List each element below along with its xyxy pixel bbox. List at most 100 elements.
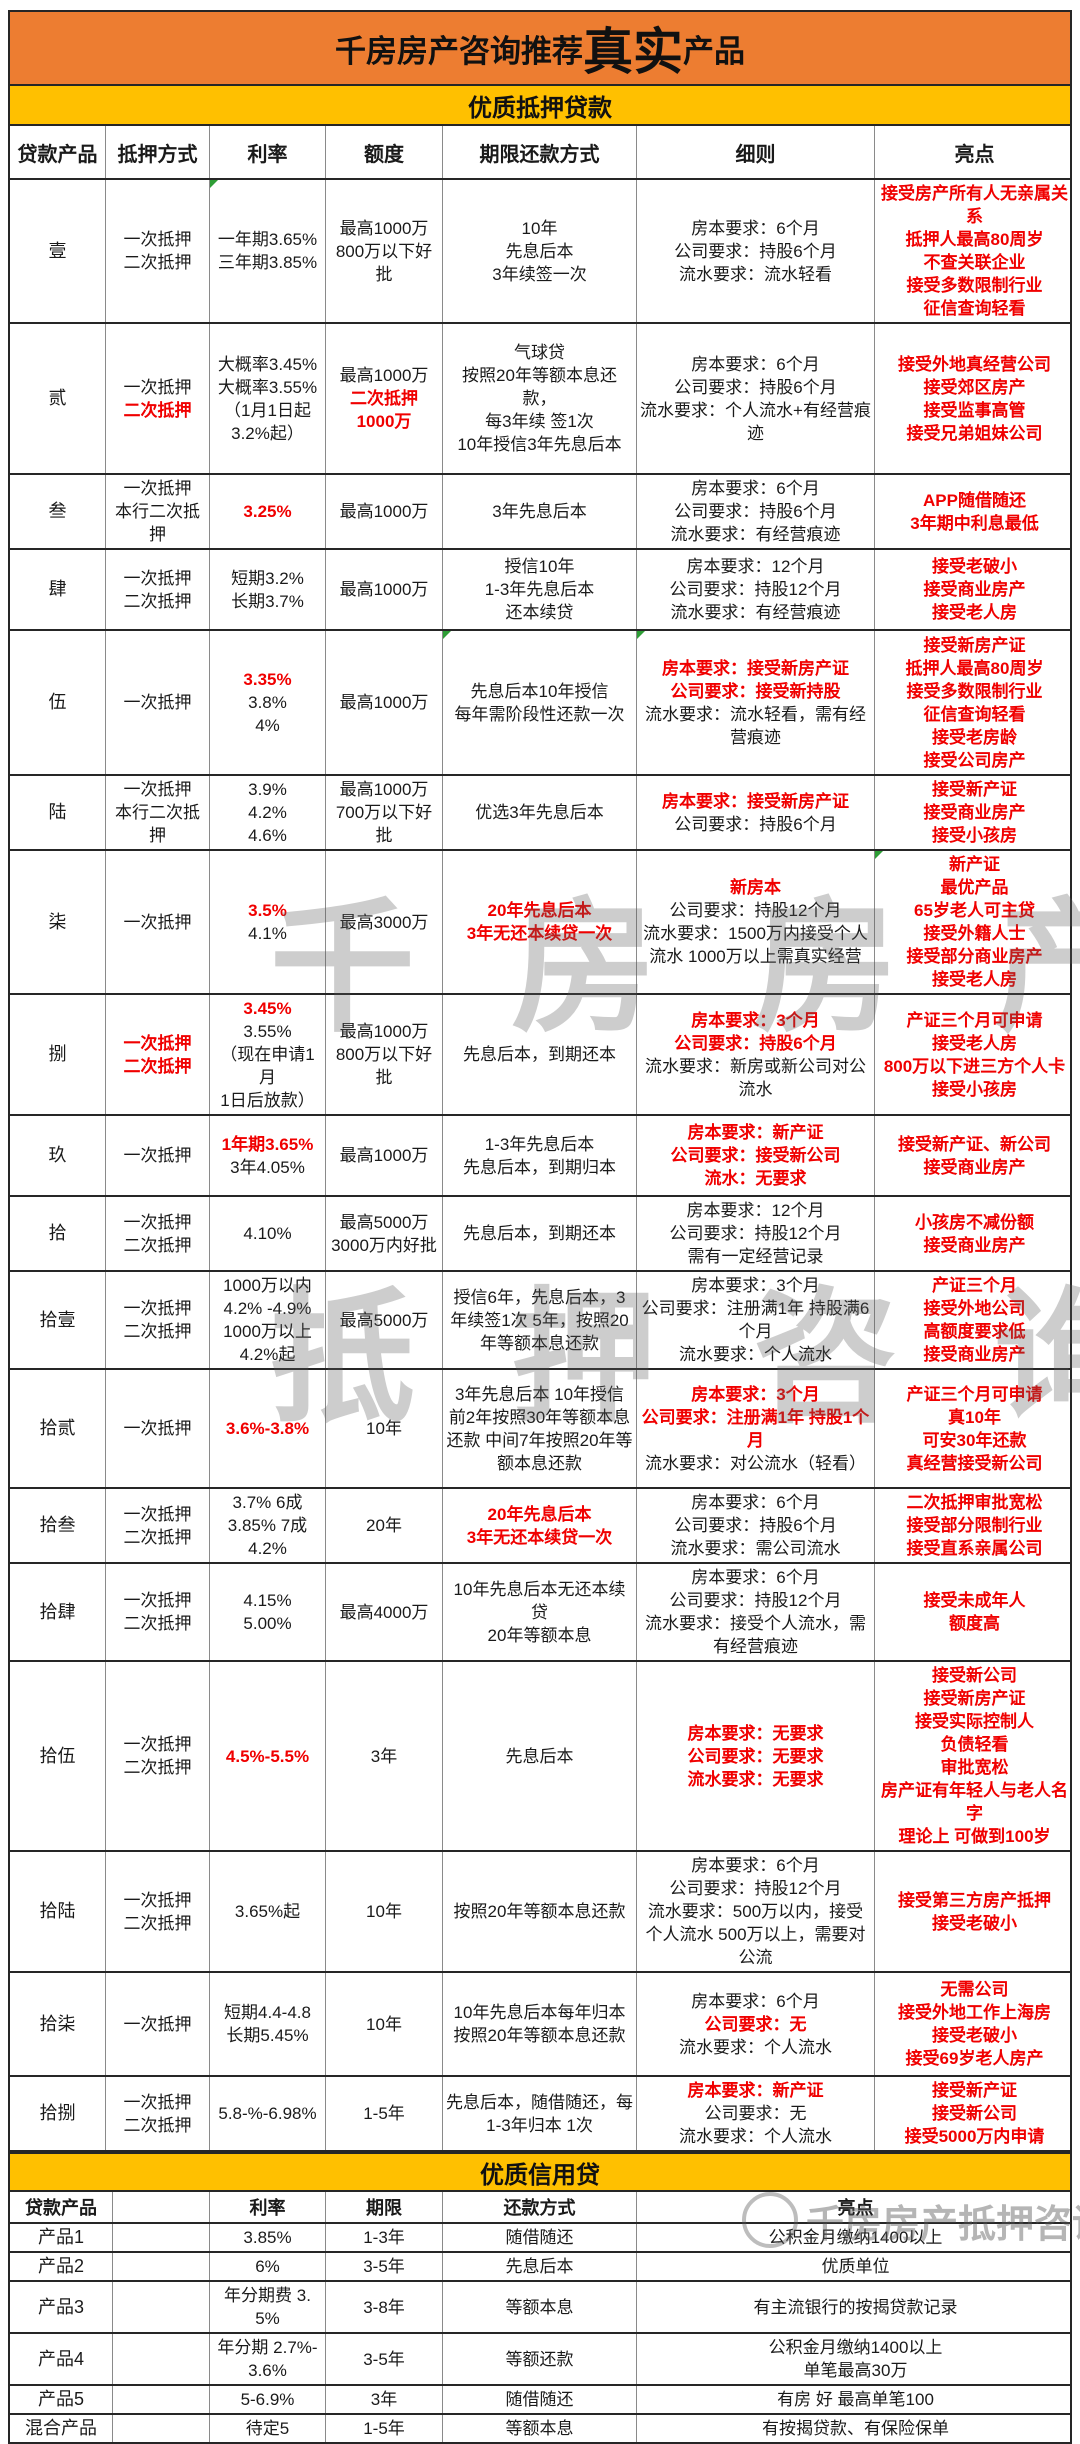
table-row-壹: 壹一次抵押 二次抵押 一年期3.65% 三年期3.85% 最高1000万 800万以下好批… bbox=[10, 180, 1070, 324]
row-id-label: 拾陆 bbox=[39, 1901, 76, 1921]
cell-line: 房本要求：无要求 bbox=[687, 1723, 824, 1743]
table-cell: 房本要求：6个月 公司要求：持股12个月 流水要求：500万以内，接受个人流水 50… bbox=[637, 1852, 875, 1971]
table-cell: 短期4.4-4.8 长期5.45% bbox=[210, 1973, 326, 2075]
table-cell: 房本要求：6个月 公司要求：无 流水要求：个人流水 bbox=[637, 1973, 875, 2075]
cell-line: 房本要求：6个月 bbox=[691, 218, 820, 238]
table-cell: 一次抵押 bbox=[106, 1370, 210, 1487]
table-cell: 1-5年 bbox=[326, 2077, 443, 2150]
cell-line: 公司要求：持股12个月 bbox=[669, 1224, 842, 1243]
row-id-cell: 叁 bbox=[10, 475, 106, 548]
table-cell: 房本要求：12个月 公司要求：持股12个月 流水要求：有经营痕迹 bbox=[637, 550, 875, 629]
table-cell: 3.5% 4.1% bbox=[210, 851, 326, 993]
cell-line: 房本要求：新产证 bbox=[687, 1123, 824, 1142]
table-cell: 20年 bbox=[326, 1489, 443, 1562]
cell-line: 接受老人房 bbox=[932, 603, 1017, 622]
mortgage-section-banner: 优质抵押贷款 bbox=[8, 86, 1072, 126]
row-id-label: 拾叁 bbox=[39, 1515, 76, 1535]
title-emphasis: 真实 bbox=[583, 24, 683, 80]
cell-line: 5-6.9% bbox=[240, 2390, 295, 2409]
cell-line: 先息后本 bbox=[505, 2257, 574, 2276]
cell-line: 3年 bbox=[370, 1746, 398, 1766]
cell-line: 一次抵押 bbox=[123, 693, 192, 712]
cell-line: 5.8-%-6.98% bbox=[218, 2104, 317, 2123]
cell-line: 额度高 bbox=[949, 1614, 1000, 1633]
cell-line: 真10年 bbox=[948, 1407, 1001, 1427]
cell-line: 3.35% bbox=[243, 670, 292, 689]
cell-line: 接受老破小 bbox=[932, 2026, 1017, 2045]
cell-line: 前2年按照30年等额本息还款 中间7年按照20年等额本息还款 bbox=[446, 1407, 633, 1473]
cell-line: 短期4.4-4.8 bbox=[224, 2003, 311, 2022]
cell-line: 二次抵押 bbox=[350, 389, 418, 408]
cell-line: 接受外地工作上海房 bbox=[898, 2003, 1051, 2022]
cell-line: 流水要求：500万以内，接受个人流水 500万以上，需要对公流 bbox=[645, 1902, 866, 1967]
table-cell: 一次抵押 本行二次抵押 bbox=[106, 475, 210, 548]
table-cell: 一次抵押 本行二次抵押 bbox=[106, 776, 210, 849]
table-cell: 等额本息 bbox=[443, 2415, 637, 2442]
cell-line: 3.45% bbox=[243, 999, 292, 1018]
cell-line: 二次抵押 bbox=[123, 1056, 192, 1076]
cell-line: 公司要求：持股6个月 bbox=[674, 1516, 837, 1535]
cell-line: APP随借随还 bbox=[923, 490, 1026, 510]
cell-line: 房产证有年轻人与老人名字 bbox=[881, 1781, 1068, 1823]
table-cell: 10年先息后本每年归本 按照20年等额本息还款 bbox=[443, 1973, 637, 2075]
table-cell: 无需公司 接受外地工作上海房 接受老破小 接受69岁老人房产 bbox=[875, 1973, 1074, 2075]
cell-line: 待定5 bbox=[245, 2419, 290, 2438]
table-cell: 房本要求：新产证 公司要求：接受新公司 流水：无要求 bbox=[637, 1116, 875, 1195]
cell-line: （现在申请1月 bbox=[220, 1045, 315, 1087]
cell-line: 3年无还本续贷一次 bbox=[466, 924, 613, 943]
cell-line: 公司要求：无 bbox=[704, 2014, 807, 2034]
table-cell: 一次抵押 二次抵押 bbox=[106, 1489, 210, 1562]
cell-line: 授信10年 bbox=[504, 557, 575, 576]
cell-line: 最高1000万 bbox=[339, 366, 429, 385]
table-cell: 房本要求：6个月 公司要求：持股6个月 流水要求：有经营痕迹 bbox=[637, 475, 875, 548]
table-cell: 3年 bbox=[326, 2386, 443, 2413]
cell-line: 先息后本，到期还本 bbox=[463, 1045, 616, 1064]
cell-line: 接受多数限制行业 bbox=[906, 276, 1043, 295]
row-id-label: 拾 bbox=[48, 1223, 67, 1243]
table-cell: 房本要求：6个月 公司要求：持股6个月 流水要求：流水轻看 bbox=[637, 180, 875, 322]
table-cell: 有主流银行的按揭贷款记录 bbox=[637, 2282, 1074, 2332]
cell-line: 接受老破小 bbox=[932, 1913, 1017, 1933]
cell-line: 最优产品 bbox=[940, 878, 1009, 897]
cell-line: 按照20年等额本息还款 bbox=[453, 1902, 626, 1921]
table-row-拾: 拾 一次抵押 二次抵押 4.10% 最高5000万 3000万内好批 先息后本，到期还本 房本… bbox=[10, 1197, 1070, 1272]
row-id-cell: 产品3 bbox=[10, 2282, 113, 2332]
table-cell: 产证三个月可申请 接受老人房 800万以下进三方个人卡 接受小孩房 bbox=[875, 995, 1074, 1114]
cell-line: 流水要求：无要求 bbox=[687, 1769, 824, 1789]
table-cell: 授信6年，先息后本，3年续签1次 5年，按照20年等额本息还款 bbox=[443, 1272, 637, 1368]
cell-line: 流水要求：个人流水 bbox=[679, 2037, 832, 2057]
cell-line: 公司要求：接受新公司 bbox=[670, 1146, 841, 1165]
table-cell: 待定5 bbox=[210, 2415, 326, 2442]
cell-line: 接受未成年人 bbox=[923, 1591, 1026, 1610]
cell-line: 接受新房产证 bbox=[923, 635, 1026, 655]
cell-line: 最高5000万 bbox=[339, 1310, 429, 1330]
cell-line: 流水要求：接受个人流水，需有经营痕迹 bbox=[645, 1614, 866, 1656]
row-id-label: 捌 bbox=[48, 1044, 67, 1064]
cell-line: 最高1000万 bbox=[339, 218, 429, 238]
cell-line: 3-8年 bbox=[363, 2297, 405, 2317]
cell-line: 3.5% bbox=[248, 901, 287, 920]
row-id-cell: 拾 bbox=[10, 1197, 106, 1270]
cell-line: 一年期3.65% bbox=[217, 230, 318, 249]
table-cell: 1-3年先息后本 先息后本，到期归本 bbox=[443, 1116, 637, 1195]
cell-line: 按照20年等额本息还款， bbox=[462, 366, 617, 408]
cell-line: 800万以下好批 bbox=[335, 1045, 433, 1087]
table-cell: 10年先息后本无还本续贷 20年等额本息 bbox=[443, 1564, 637, 1660]
cell-line: 接受商业房产 bbox=[923, 1157, 1026, 1177]
cell-line: 二次抵押审批宽松 bbox=[906, 1493, 1043, 1512]
cell-line: 房本要求：6个月 bbox=[691, 479, 820, 498]
cell-line: 先息后本 bbox=[505, 241, 574, 261]
table-cell: 先息后本 bbox=[443, 2253, 637, 2280]
row-id-label: 伍 bbox=[48, 692, 67, 712]
cell-line: 公司要求：无 bbox=[704, 2104, 807, 2123]
row-id-cell: 拾叁 bbox=[10, 1489, 106, 1562]
cell-line: 最高1000万 bbox=[339, 1146, 429, 1165]
table-cell: 最高3000万 bbox=[326, 851, 443, 993]
row-id-label: 玖 bbox=[48, 1145, 67, 1165]
cell-line: 优选3年先息后本 bbox=[475, 803, 604, 822]
cell-line: 接受郊区房产 bbox=[923, 377, 1026, 397]
cell-line: 65岁老人可主贷 bbox=[914, 901, 1035, 920]
cell-line: 负债轻看 bbox=[940, 1735, 1009, 1754]
table-cell: 先息后本，到期还本 bbox=[443, 995, 637, 1114]
col-header-product: 贷款产品 bbox=[10, 2192, 113, 2222]
